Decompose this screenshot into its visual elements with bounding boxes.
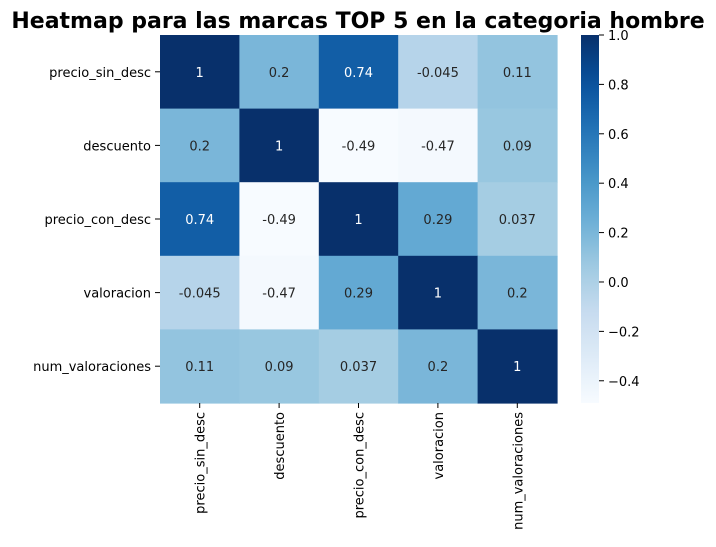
- cell-value-label: 1: [513, 360, 521, 375]
- colorbar: 1.0 0.8 0.6 0.4 0.2 0.0 −0.2 −0.4: [581, 29, 640, 403]
- cell-value-label: 0.2: [428, 360, 449, 375]
- cell-value-label: 0.29: [423, 213, 452, 228]
- colorbar-tick-label: 0.4: [608, 177, 629, 192]
- colorbar-tick-label: 0.0: [608, 276, 629, 291]
- cell-value-label: 0.2: [269, 66, 290, 81]
- cell-value-label: 0.29: [344, 287, 373, 302]
- y-tick-label: descuento: [83, 139, 151, 154]
- colorbar-gradient: [581, 35, 599, 403]
- cell-value-label: 0.2: [507, 287, 528, 302]
- heatmap-cell: [160, 108, 240, 183]
- colorbar-tick-label: 1.0: [608, 29, 629, 44]
- heatmap-cell: [477, 108, 558, 183]
- x-tick-labels: precio_sin_desc descuento precio_con_desc v…: [194, 403, 526, 530]
- heatmap-cell: [239, 35, 320, 110]
- x-tick-label: descuento: [273, 412, 288, 480]
- heatmap-cell: [318, 255, 399, 330]
- heatmap-cell: [239, 182, 320, 257]
- heatmap-cell: [477, 329, 558, 404]
- colorbar-tick-label: 0.6: [608, 128, 629, 143]
- colorbar-tick-label: −0.2: [608, 325, 640, 340]
- heatmap-cell: [239, 255, 320, 330]
- cell-value-label: 0.09: [503, 139, 532, 154]
- chart-title: Heatmap para las marcas TOP 5 en la cate…: [11, 9, 704, 34]
- colorbar-tick-label: 0.2: [608, 227, 629, 242]
- heatmap-cell: [477, 255, 558, 330]
- heatmap-cell: [239, 329, 320, 404]
- heatmap-cell: [160, 255, 240, 330]
- cell-value-label: 0.74: [344, 66, 373, 81]
- cell-value-label: -0.045: [179, 287, 221, 302]
- heatmap-cell: [160, 35, 240, 110]
- cell-value-label: -0.47: [262, 287, 296, 302]
- cell-value-label: 0.037: [340, 360, 377, 375]
- heatmap-cell: [477, 35, 558, 110]
- y-tick-label: valoracion: [84, 287, 152, 302]
- colorbar-tick-label: 0.8: [608, 78, 629, 93]
- heatmap-cell: [398, 35, 479, 110]
- cell-value-label: 0.74: [185, 213, 214, 228]
- heatmap-cell: [160, 182, 240, 257]
- cell-value-label: -0.045: [417, 66, 459, 81]
- y-tick-labels: precio_sin_desc descuento precio_con_descv…: [33, 66, 160, 375]
- heatmap-cell: [318, 182, 399, 257]
- cell-value-label: 1: [196, 66, 204, 81]
- heatmap-cell: [239, 108, 320, 183]
- heatmap-cell: [160, 329, 240, 404]
- x-tick-label: precio_con_desc: [353, 412, 368, 519]
- cell-value-label: 1: [354, 213, 362, 228]
- cell-value-label: -0.47: [421, 139, 455, 154]
- cell-value-label: -0.49: [262, 213, 296, 228]
- cell-value-label: 0.11: [503, 66, 532, 81]
- cell-value-label: -0.49: [342, 139, 376, 154]
- heatmap-cell: [398, 108, 479, 183]
- heatmap-cell: [318, 108, 399, 183]
- y-tick-label: precio_sin_desc: [49, 66, 151, 81]
- cell-value-label: 1: [275, 139, 283, 154]
- cell-value-label: 0.037: [499, 213, 536, 228]
- cell-value-label: 0.09: [265, 360, 294, 375]
- heatmap-cells: 1 0.2 0.74 -0.045 0.11 0.2 1 -0.49 -0.47 0.09 0.74…: [160, 35, 558, 404]
- heatmap-cell: [318, 35, 399, 110]
- cell-value-label: 1: [434, 287, 442, 302]
- heatmap-cell: [318, 329, 399, 404]
- y-tick-label: num_valoraciones: [33, 360, 151, 375]
- cell-value-label: 0.2: [189, 139, 210, 154]
- cell-value-label: 0.11: [185, 360, 214, 375]
- heatmap-cell: [398, 255, 479, 330]
- heatmap-cell: [398, 182, 479, 257]
- y-tick-label: precio_con_desc: [44, 213, 151, 228]
- colorbar-tick-label: −0.4: [608, 375, 640, 390]
- heatmap-cell: [477, 182, 558, 257]
- x-tick-label: precio_sin_desc: [194, 412, 209, 514]
- x-tick-label: num_valoraciones: [511, 412, 526, 530]
- heatmap-cell: [398, 329, 479, 404]
- x-tick-label: valoracion: [432, 412, 447, 480]
